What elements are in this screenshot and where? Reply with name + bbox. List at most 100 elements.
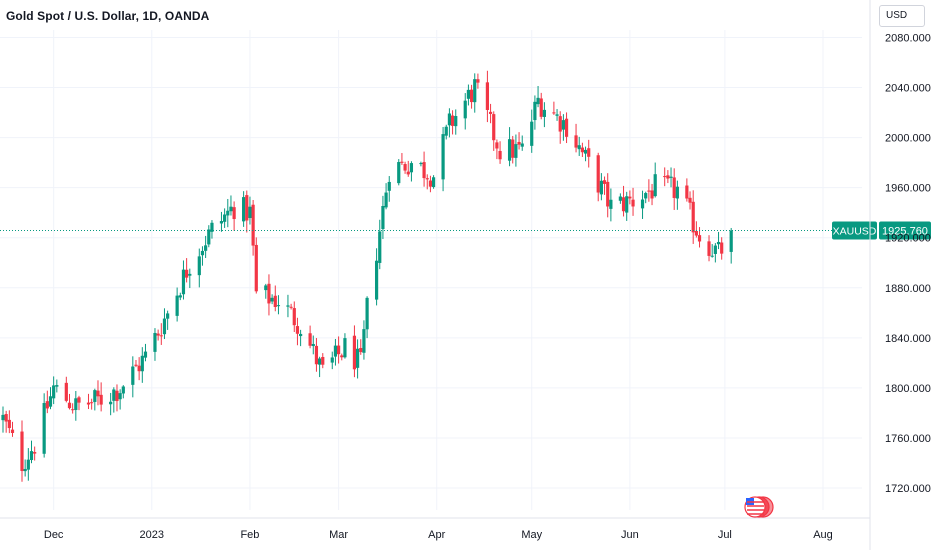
- candle-body: [583, 149, 588, 154]
- candle-up: [74, 390, 78, 421]
- candle-body: [450, 115, 455, 126]
- candle-down: [90, 398, 94, 410]
- candle-up: [669, 167, 673, 188]
- candle-body: [694, 230, 698, 236]
- candle-down: [631, 187, 635, 216]
- y-tick-label: 1960.000: [885, 183, 931, 195]
- us-flag-events-icon[interactable]: [744, 496, 774, 518]
- candle-body: [618, 196, 622, 201]
- candle-up: [121, 385, 125, 399]
- candle-body: [431, 177, 436, 188]
- candle-body: [710, 255, 714, 257]
- candle-down: [67, 393, 72, 410]
- candle-down: [292, 301, 296, 333]
- candle-down: [45, 390, 49, 414]
- candle-body: [131, 366, 135, 385]
- candle-body: [314, 345, 319, 365]
- candle-down: [295, 317, 300, 346]
- candle-up: [112, 387, 116, 413]
- candle-down: [20, 420, 24, 482]
- candle-body: [669, 176, 673, 178]
- candle-down: [403, 161, 407, 174]
- candle-up: [397, 159, 401, 186]
- y-tick-label: 1800.000: [885, 383, 931, 395]
- candle-up: [318, 356, 322, 378]
- candle-down: [185, 258, 189, 283]
- candle-down: [156, 329, 160, 341]
- grid-layer: [0, 30, 862, 510]
- candle-down: [485, 70, 490, 123]
- candle-body: [533, 101, 537, 121]
- candle-body: [609, 199, 613, 209]
- candle-body: [273, 295, 277, 307]
- candle-up: [93, 388, 97, 411]
- candle-body: [251, 204, 255, 246]
- candle-body: [248, 206, 252, 219]
- candle-body: [621, 197, 626, 212]
- candle-body: [137, 365, 141, 372]
- candle-up: [542, 102, 546, 128]
- candle-up: [444, 124, 448, 140]
- candle-up: [330, 351, 334, 370]
- candle-up: [533, 95, 537, 130]
- candle-body: [631, 199, 635, 207]
- candle-body: [716, 241, 721, 245]
- candle-down: [650, 183, 654, 206]
- x-tick-label: Apr: [428, 529, 445, 541]
- candle-body: [337, 345, 341, 355]
- candle-body: [688, 197, 692, 203]
- candle-down: [511, 135, 515, 164]
- candle-down: [321, 353, 325, 369]
- candle-up: [23, 459, 27, 477]
- y-tick-label: 1840.000: [885, 333, 931, 345]
- candle-body: [33, 452, 37, 454]
- candle-up: [365, 296, 369, 339]
- candle-body: [99, 394, 103, 405]
- candle-down: [428, 175, 433, 193]
- candle-body: [463, 100, 467, 119]
- candle-body: [542, 109, 546, 117]
- candle-up: [644, 191, 648, 204]
- candle-down: [99, 382, 103, 412]
- candle-down: [587, 139, 591, 168]
- candle-body: [653, 174, 657, 197]
- candle-up: [197, 248, 201, 288]
- candle-up: [286, 294, 290, 318]
- candle-down: [33, 446, 37, 461]
- candle-body: [511, 139, 515, 158]
- candle-down: [340, 353, 344, 361]
- candle-down: [606, 173, 610, 218]
- candle-up: [355, 339, 360, 379]
- candle-body: [77, 397, 81, 403]
- last-price-label: 1925.760: [882, 226, 928, 238]
- candle-down: [314, 338, 319, 372]
- currency-button[interactable]: USD: [879, 5, 925, 27]
- candle-body: [289, 306, 293, 308]
- candle-body: [587, 148, 591, 157]
- candle-up: [716, 231, 721, 250]
- candle-up: [577, 136, 581, 156]
- candle-body: [67, 402, 72, 409]
- candle-body: [226, 210, 230, 216]
- candle-body: [599, 180, 603, 195]
- candle-body: [204, 245, 208, 251]
- candle-body: [26, 459, 30, 470]
- candle-down: [621, 185, 626, 217]
- candle-down: [10, 421, 15, 437]
- candle-body: [153, 332, 157, 352]
- x-tick-label: Aug: [813, 529, 833, 541]
- candle-down: [469, 84, 474, 109]
- candle-body: [143, 351, 148, 358]
- symbol-badge: [832, 221, 877, 240]
- candle-body: [650, 190, 654, 199]
- candle-up: [131, 356, 135, 398]
- candle-up: [463, 93, 467, 130]
- candle-body: [207, 229, 211, 245]
- candle-body: [691, 201, 695, 233]
- last-price-badge: [879, 221, 931, 240]
- candle-body: [188, 273, 192, 276]
- candle-up: [162, 308, 167, 340]
- candle-body: [365, 297, 369, 330]
